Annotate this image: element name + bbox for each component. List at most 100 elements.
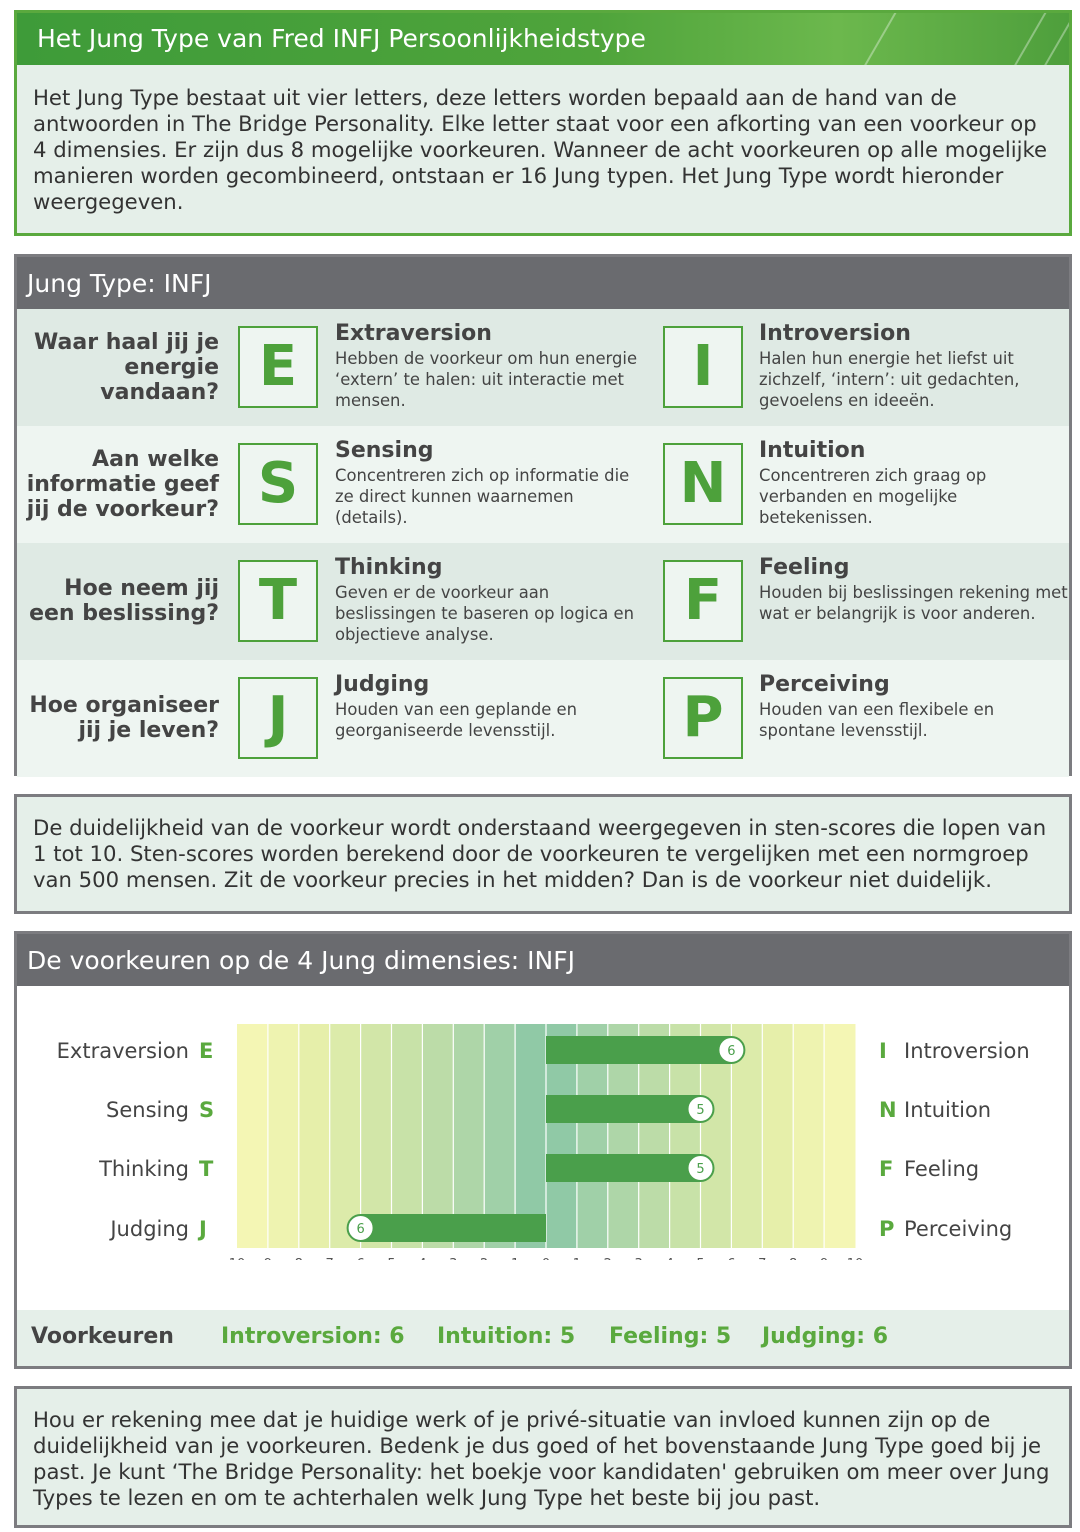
chart-title: De voorkeuren op de 4 Jung dimensies: IN…	[27, 946, 575, 975]
band	[267, 1024, 300, 1248]
letter-box-left: S	[238, 443, 318, 525]
dimension-desc: Geven er de voorkeur aan beslissingen te…	[335, 583, 635, 644]
score-label: 6	[727, 1044, 735, 1059]
band	[793, 1024, 825, 1248]
preferences-footer: Voorkeuren Introversion: 6 Intuition: 5 …	[17, 1310, 1069, 1366]
score-label: 5	[696, 1162, 704, 1177]
dimension-right: Feeling Houden bij beslissingen rekening…	[759, 556, 1069, 624]
dimension-question: Aan welke informatie geef jij de voorkeu…	[26, 447, 219, 522]
dimension-name: Introversion	[759, 321, 911, 346]
dimension-left: Sensing Concentreren zich op informatie …	[335, 439, 645, 528]
score-marker	[717, 1036, 746, 1064]
dimension-desc: Concentreren zich graag op verbanden en …	[759, 466, 987, 527]
tick-label: 4	[665, 1257, 673, 1260]
band	[824, 1024, 856, 1248]
dimension-name: Intuition	[759, 438, 866, 463]
preference-item: Intuition: 5	[437, 1324, 576, 1349]
left-pole-letter: E	[199, 1039, 213, 1063]
dimension-question: Hoe neem jij een beslissing?	[29, 576, 219, 626]
letter-box-right: N	[663, 443, 743, 525]
dimension-name: Judging	[335, 672, 430, 697]
score-marker	[686, 1095, 715, 1123]
tick-label: 7	[326, 1257, 334, 1260]
dimension-name: Perceiving	[759, 672, 890, 697]
intro-header: Het Jung Type van Fred INFJ Persoonlijkh…	[17, 13, 1069, 65]
preference-item: Introversion: 6	[221, 1324, 405, 1349]
tick-label: 1	[511, 1257, 519, 1260]
right-pole-letter: P	[879, 1217, 894, 1241]
right-pole-label: Intuition	[904, 1098, 991, 1122]
left-pole-letter: J	[197, 1217, 207, 1241]
dimension-row: Aan welke informatie geef jij de voorkeu…	[17, 426, 1069, 543]
intro-title: Het Jung Type van Fred INFJ Persoonlijkh…	[37, 24, 646, 53]
dimension-desc: Halen hun energie het liefst uit zichzel…	[759, 349, 1020, 410]
dimension-desc: Houden bij beslissingen rekening met wat…	[759, 583, 1068, 623]
right-pole-label: Feeling	[904, 1157, 979, 1181]
letter-box-left: T	[238, 560, 318, 642]
dimension-desc: Houden van een geplande en georganiseerd…	[335, 700, 577, 740]
preference-chart: 109876543210123456789106ExtraversionEIIn…	[57, 1024, 1030, 1260]
tick-label: 5	[696, 1257, 704, 1260]
dimension-question: Hoe organiseer jij je leven?	[29, 693, 219, 743]
dimension-left: Judging Houden van een geplande en georg…	[335, 673, 645, 741]
left-pole-label: Thinking	[98, 1157, 189, 1181]
band	[515, 1024, 547, 1248]
band	[329, 1024, 362, 1248]
note-text: Hou er rekening mee dat je huidige werk …	[33, 1407, 1050, 1510]
note-panel: Hou er rekening mee dat je huidige werk …	[14, 1386, 1072, 1528]
tick-label: 7	[758, 1257, 766, 1260]
tick-label: 6	[727, 1257, 735, 1260]
dimension-desc: Hebben de voorkeur om hun energie ‘exter…	[335, 349, 638, 410]
tick-label: 10	[847, 1257, 864, 1260]
jung-type-title: Jung Type: INFJ	[27, 269, 212, 298]
dimension-name: Extraversion	[335, 321, 492, 346]
score-label: 6	[356, 1222, 364, 1237]
bar	[360, 1214, 546, 1242]
right-pole-label: Perceiving	[904, 1217, 1012, 1241]
letter-box-right: P	[663, 677, 743, 759]
score-marker	[686, 1154, 715, 1182]
dimension-name: Thinking	[335, 555, 443, 580]
tick-label: 2	[480, 1257, 488, 1260]
dimension-desc: Concentreren zich op informatie die ze d…	[335, 466, 630, 527]
bar	[546, 1154, 701, 1182]
band	[422, 1024, 454, 1248]
right-pole-letter: F	[879, 1157, 893, 1181]
tick-label: 9	[264, 1257, 272, 1260]
dimension-row: Hoe neem jij een beslissing? T Thinking …	[17, 543, 1069, 660]
tick-label: 4	[418, 1257, 426, 1260]
dimension-name: Feeling	[759, 555, 850, 580]
tick-label: 0	[542, 1257, 550, 1260]
dimension-desc: Houden van een flexibele en spontane lev…	[759, 700, 995, 740]
letter-box-left: E	[238, 326, 318, 408]
score-label: 5	[696, 1103, 704, 1118]
dimension-row: Waar haal jij je energie vandaan? E Extr…	[17, 309, 1069, 426]
band	[298, 1024, 331, 1248]
band	[762, 1024, 794, 1248]
left-pole-label: Judging	[108, 1217, 189, 1241]
band	[484, 1024, 516, 1248]
tick-label: 5	[387, 1257, 395, 1260]
tick-label: 8	[789, 1257, 797, 1260]
tick-label: 3	[449, 1257, 457, 1260]
chart-header: De voorkeuren op de 4 Jung dimensies: IN…	[17, 934, 1069, 986]
dimension-left: Extraversion Hebben de voorkeur om hun e…	[335, 322, 645, 411]
sten-text: De duidelijkheid van de voorkeur wordt o…	[33, 815, 1047, 892]
band	[391, 1024, 423, 1248]
left-pole-letter: T	[199, 1157, 214, 1181]
right-pole-letter: N	[879, 1098, 897, 1122]
tick-label: 10	[229, 1257, 246, 1260]
dimension-row: Hoe organiseer jij je leven? J Judging H…	[17, 660, 1069, 777]
preference-item: Feeling: 5	[609, 1324, 732, 1349]
intro-text: Het Jung Type bestaat uit vier letters, …	[33, 85, 1048, 214]
preferences-label: Voorkeuren	[31, 1324, 174, 1349]
tick-label: 9	[820, 1257, 828, 1260]
bar	[546, 1036, 732, 1064]
dimension-left: Thinking Geven er de voorkeur aan beslis…	[335, 556, 645, 645]
letter-box-right: I	[663, 326, 743, 408]
left-pole-label: Sensing	[106, 1098, 189, 1122]
score-marker	[346, 1214, 375, 1242]
dimension-name: Sensing	[335, 438, 434, 463]
bar	[546, 1095, 701, 1123]
left-pole-label: Extraversion	[57, 1039, 189, 1063]
